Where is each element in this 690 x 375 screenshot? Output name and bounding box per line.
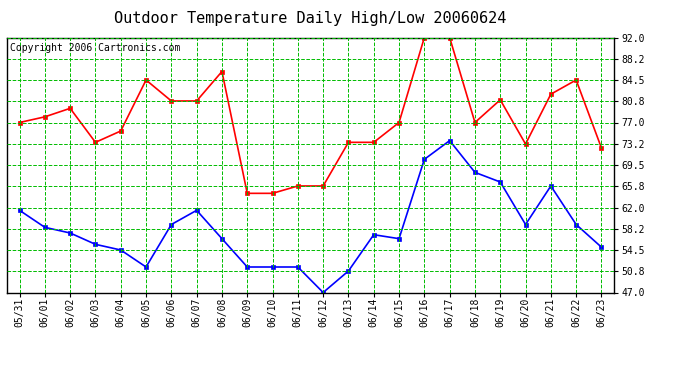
Text: Copyright 2006 Cartronics.com: Copyright 2006 Cartronics.com: [10, 43, 180, 52]
Text: Outdoor Temperature Daily High/Low 20060624: Outdoor Temperature Daily High/Low 20060…: [115, 11, 506, 26]
